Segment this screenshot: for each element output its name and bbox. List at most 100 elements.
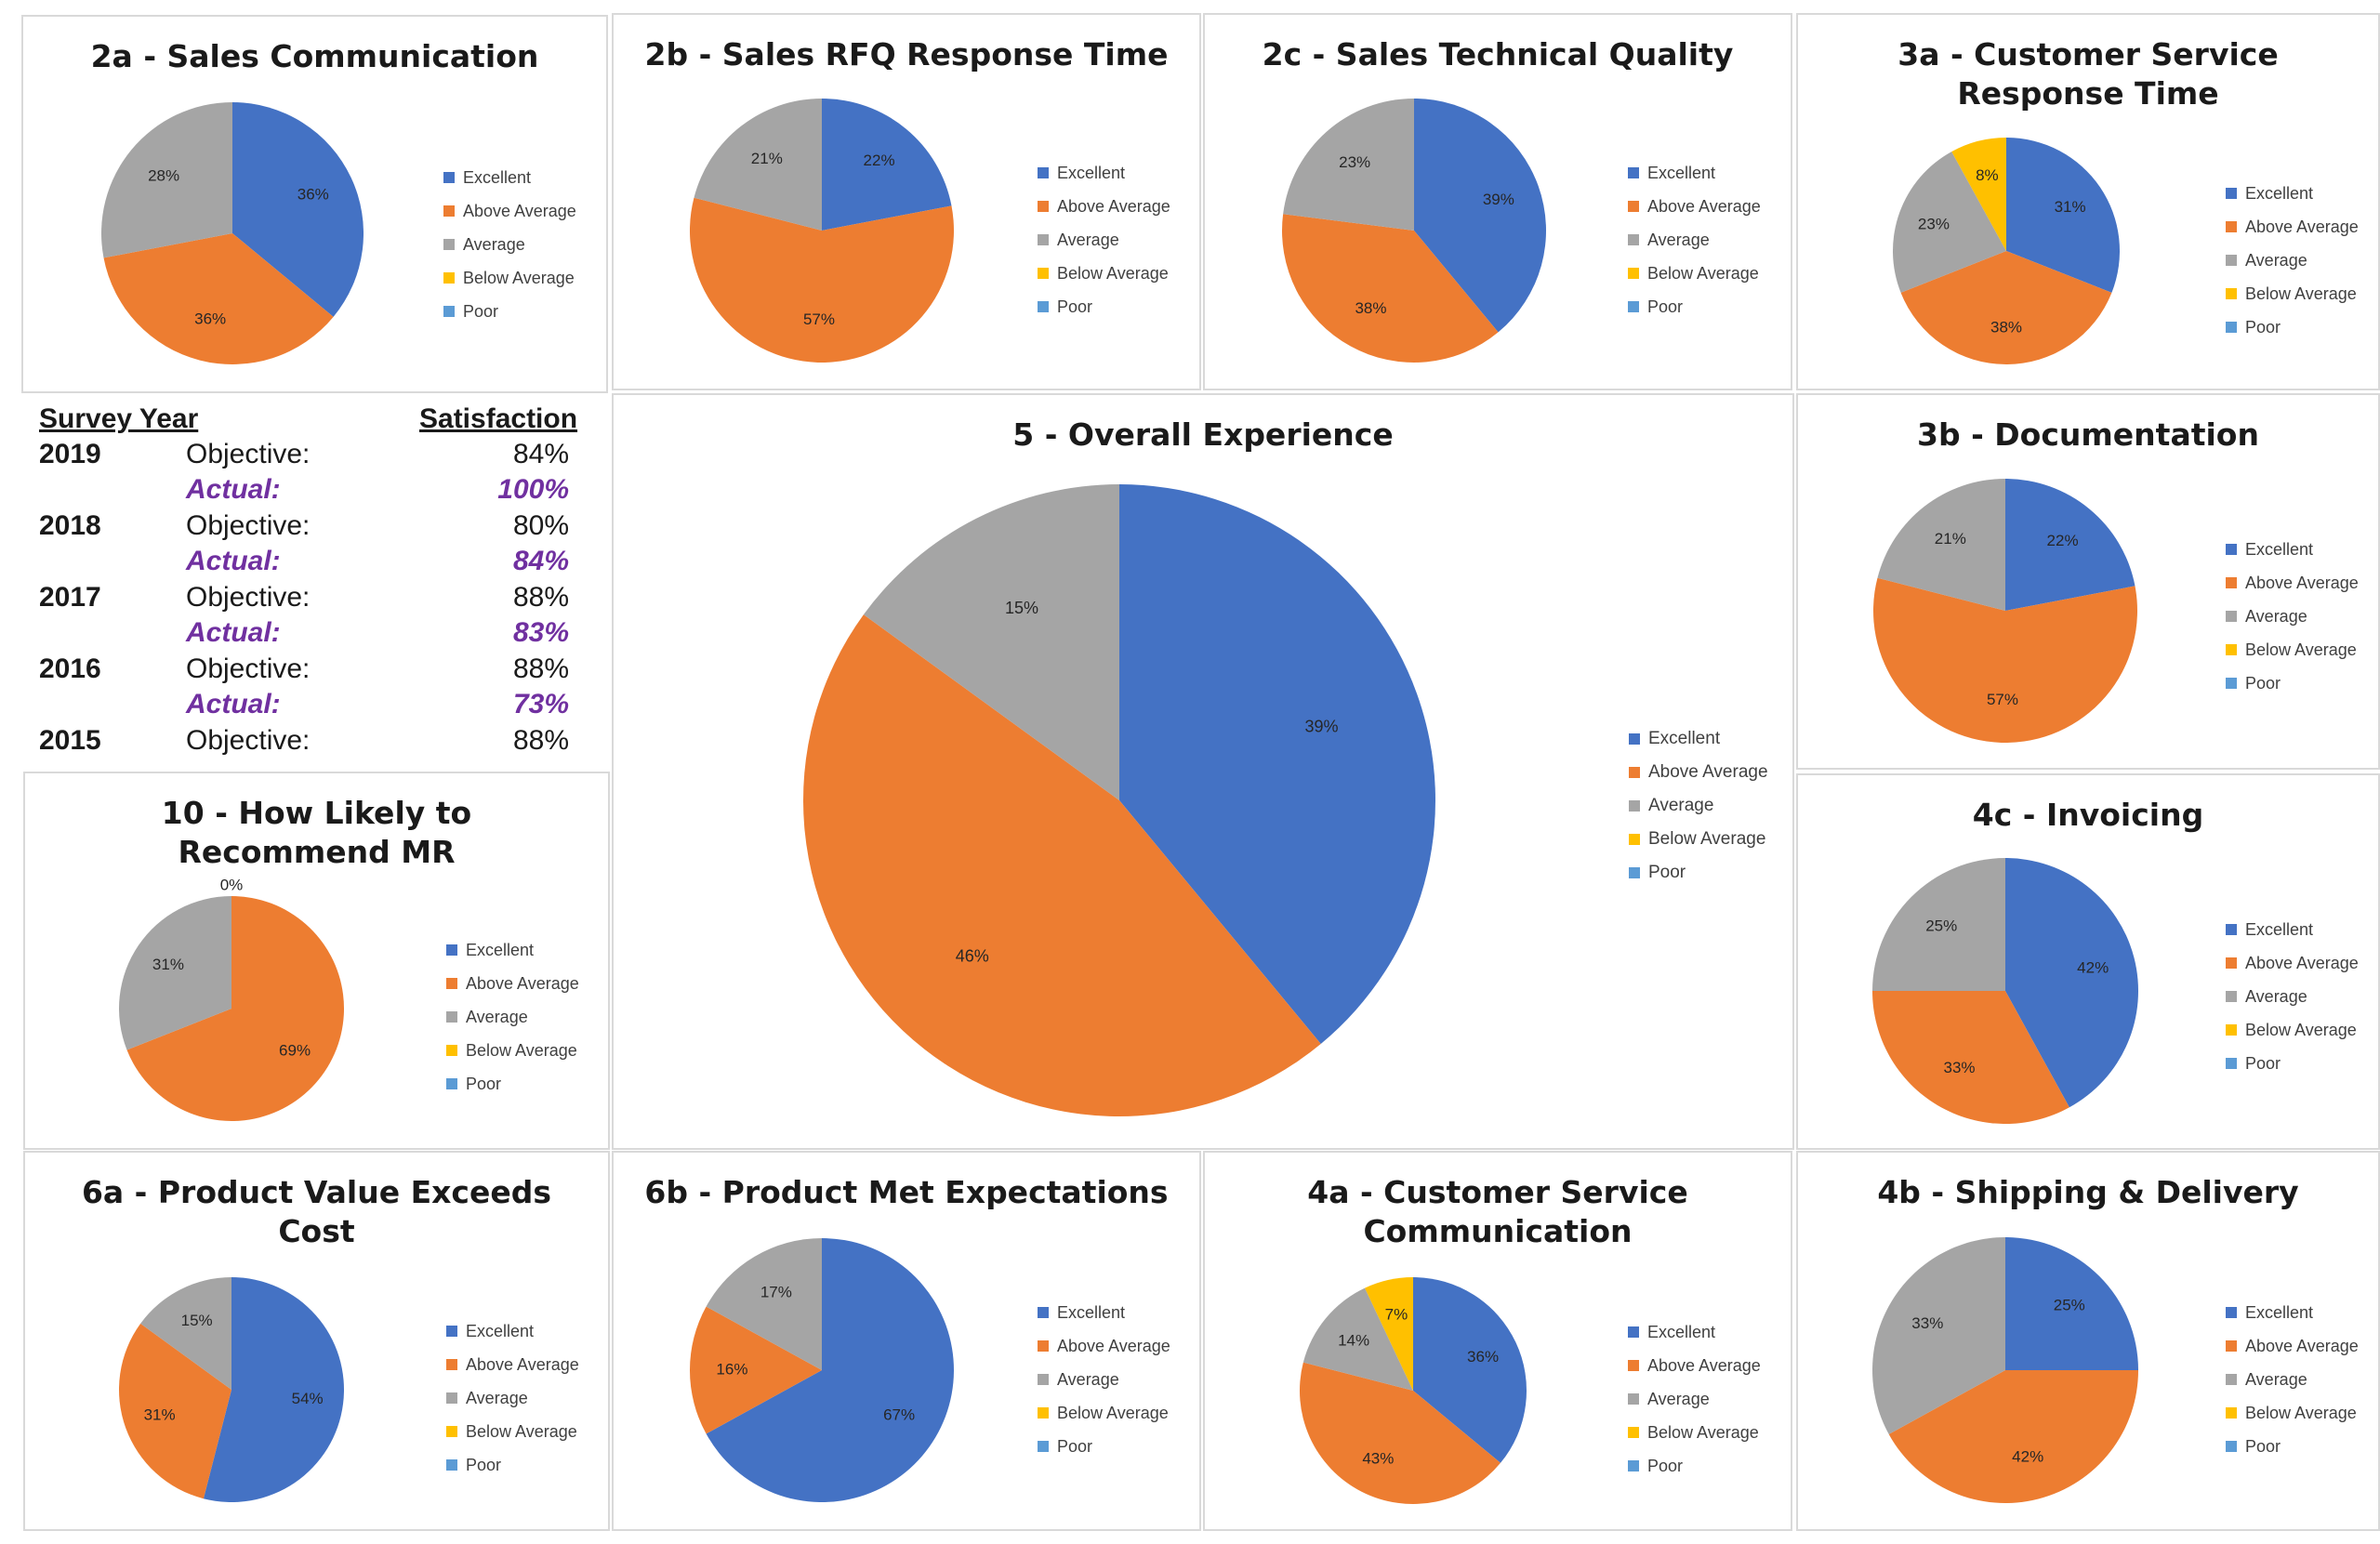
legend-swatch — [2226, 1024, 2237, 1036]
legend-label: Excellent — [2245, 919, 2314, 939]
chart-panel-3b: 3b - Documentation 22% 57% 21% Excellent Ab… — [1796, 393, 2380, 770]
legend-item-below-average: Below Average — [443, 261, 576, 295]
legend-label: Above Average — [1647, 1355, 1761, 1375]
legend-label: Above Average — [1057, 1336, 1170, 1355]
legend-swatch — [2226, 255, 2237, 266]
legend-item-below-average: Below Average — [1038, 257, 1170, 290]
legend-label: Poor — [2245, 1053, 2281, 1073]
legend-label: Above Average — [466, 973, 579, 993]
survey-row: Actual: 83% — [37, 617, 586, 653]
data-label: 0% — [220, 877, 244, 894]
pie-slice-excellent — [2005, 479, 2135, 611]
data-label: 36% — [1467, 1348, 1499, 1366]
row-label: Actual: — [186, 546, 281, 576]
chart-title: 4b - Shipping & Delivery — [1877, 1174, 2299, 1210]
legend-swatch — [1038, 1340, 1049, 1352]
legend-label: Above Average — [2245, 1336, 2359, 1355]
data-label: 54% — [292, 1390, 324, 1407]
data-label: 57% — [1987, 691, 2018, 708]
pie-slice-average — [1283, 99, 1414, 231]
legend-item-excellent: Excellent — [1628, 156, 1761, 190]
legend-item-poor: Poor — [1038, 290, 1170, 323]
data-label: 23% — [1339, 153, 1370, 171]
satisfaction-value: 84% — [512, 439, 569, 469]
legend-swatch — [2226, 221, 2237, 232]
legend-swatch — [1038, 268, 1049, 279]
legend-label: Average — [466, 1388, 528, 1407]
legend-item-average: Average — [1038, 1363, 1170, 1396]
survey-year: 2017 — [39, 582, 101, 613]
legend-item-poor: Poor — [2226, 310, 2359, 344]
data-label: 15% — [181, 1312, 213, 1329]
pie-slice-above-average — [103, 233, 334, 364]
legend-item-below-average: Below Average — [2226, 277, 2359, 310]
legend-item-excellent: Excellent — [443, 161, 576, 194]
legend-item-poor: Poor — [2226, 1047, 2359, 1080]
survey-row: 2016 Objective: 88% — [37, 653, 586, 689]
pie-slice-above-average — [1299, 1362, 1501, 1505]
survey-row: 2018 Objective: 80% — [37, 510, 586, 546]
legend-label: Excellent — [2245, 539, 2314, 559]
legend-swatch — [2226, 188, 2237, 199]
data-label: 25% — [2054, 1297, 2085, 1314]
survey-row: Actual: 84% — [37, 546, 586, 581]
legend-label: Below Average — [466, 1040, 577, 1060]
chart-panel-2c: 2c - Sales Technical Quality 39% 38% 23% E… — [1203, 13, 1792, 390]
data-label: 16% — [716, 1360, 747, 1378]
legend-item-excellent: Excellent — [2226, 1296, 2359, 1329]
legend-swatch — [2226, 991, 2237, 1002]
chart-legend: Excellent Above Average Average Below Avera… — [1628, 156, 1761, 323]
pie-slice-average — [1872, 1237, 2005, 1434]
row-label: Objective: — [186, 725, 311, 756]
satisfaction-value: 73% — [512, 689, 569, 719]
data-label: 25% — [1925, 917, 1957, 935]
pie-slice-above-average — [802, 614, 1321, 1116]
legend-label: Average — [2245, 1369, 2307, 1389]
data-label: 7% — [1385, 1306, 1408, 1324]
survey-year: 2018 — [39, 510, 101, 541]
legend-item-below-average: Below Average — [1038, 1396, 1170, 1430]
pie-slice-above-average — [689, 197, 954, 363]
legend-item-average: Average — [1629, 789, 1768, 823]
legend-item-average: Average — [1038, 223, 1170, 257]
legend-item-average: Average — [1628, 1382, 1761, 1416]
pie-slice-above-average — [689, 1306, 822, 1434]
legend-label: Excellent — [1647, 1322, 1716, 1341]
legend-swatch — [1628, 1360, 1639, 1371]
legend-swatch — [2226, 1374, 2237, 1385]
legend-label: Above Average — [2245, 573, 2359, 592]
legend-swatch — [1038, 1407, 1049, 1419]
data-label: 42% — [2012, 1448, 2043, 1466]
legend-label: Below Average — [1057, 263, 1169, 283]
legend-swatch — [446, 978, 457, 989]
legend-swatch — [1038, 201, 1049, 212]
pie-slice-excellent — [2005, 1237, 2138, 1370]
legend-item-excellent: Excellent — [2226, 533, 2359, 566]
pie-slice-average — [863, 484, 1119, 800]
legend-item-excellent: Excellent — [446, 1314, 579, 1348]
legend-label: Above Average — [1647, 196, 1761, 216]
legend-swatch — [443, 239, 455, 250]
pie-slice-excellent — [706, 1238, 954, 1502]
chart-legend: Excellent Above Average Average Below Avera… — [1038, 1296, 1170, 1463]
legend-item-above-average: Above Average — [1038, 190, 1170, 223]
legend-item-above-average: Above Average — [1628, 190, 1761, 223]
legend-label: Poor — [1057, 297, 1093, 316]
chart-panel-10: 10 - How Likely to Recommend MR 0% 69% 31%… — [23, 772, 610, 1150]
pie-slice-excellent — [2005, 858, 2138, 1108]
data-label: 31% — [2055, 198, 2086, 216]
data-label: 33% — [1943, 1059, 1975, 1076]
chart-title: 6a - Product Value Exceeds Cost — [81, 1174, 552, 1249]
legend-swatch — [2226, 1340, 2237, 1352]
row-label: Actual: — [186, 689, 281, 719]
legend-item-above-average: Above Average — [446, 1348, 579, 1381]
data-label: 33% — [1911, 1314, 1943, 1332]
legend-swatch — [446, 1011, 457, 1023]
satisfaction-value: 88% — [512, 725, 569, 756]
legend-item-average: Average — [2226, 600, 2359, 633]
legend-item-excellent: Excellent — [1629, 722, 1768, 756]
data-label: 43% — [1362, 1449, 1394, 1467]
chart-legend: Excellent Above Average Average Below Avera… — [1038, 156, 1170, 323]
legend-item-excellent: Excellent — [2226, 177, 2359, 210]
pie-slice-average — [1877, 479, 2005, 611]
